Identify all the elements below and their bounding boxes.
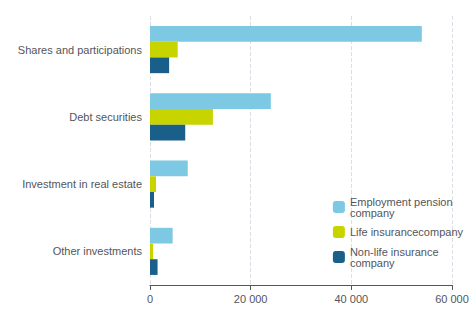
svg-text:Employment pension: Employment pension	[349, 195, 453, 208]
svg-text:Debt securities: Debt securities	[69, 111, 142, 123]
svg-text:Shares and participations: Shares and participations	[18, 44, 143, 56]
svg-text:Other investments: Other investments	[53, 245, 143, 257]
svg-text:0: 0	[147, 293, 153, 305]
svg-text:company: company	[350, 257, 395, 269]
svg-text:Life insurancecompany: Life insurancecompany	[350, 226, 464, 238]
svg-text:40 000: 40 000	[335, 293, 369, 305]
svg-text:Non-life insurance: Non-life insurance	[349, 245, 439, 258]
svg-text:20 000: 20 000	[234, 293, 268, 305]
svg-text:60 000: 60 000	[435, 293, 469, 305]
svg-text:Investment in real estate: Investment in real estate	[22, 178, 142, 190]
svg-text:company: company	[350, 207, 395, 219]
